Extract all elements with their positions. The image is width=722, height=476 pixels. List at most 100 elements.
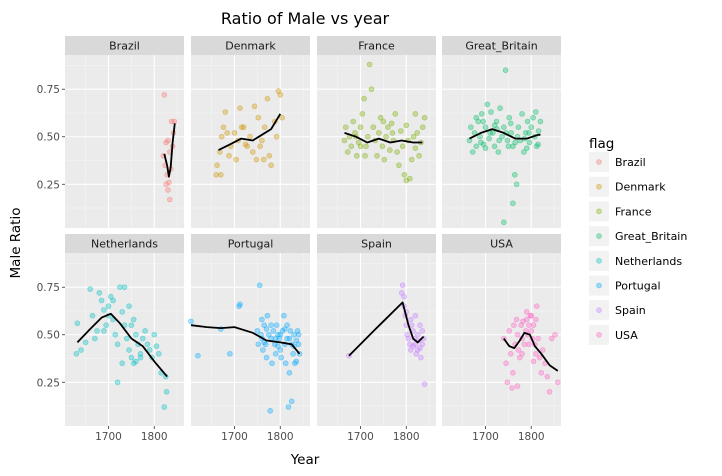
data-point [101,328,107,334]
data-point [530,358,537,365]
data-point [137,354,144,361]
data-point [78,347,84,353]
data-point [530,114,536,121]
data-point [195,352,201,359]
legend-label: France [615,205,652,218]
data-point [473,143,480,150]
data-point [526,130,532,136]
legend-label: Portugal [615,280,661,293]
legend-key [589,152,609,172]
data-point [394,149,400,155]
data-point [112,331,119,338]
data-point [532,109,539,115]
legend: flag Brazil Denmark France Great_Britain Net… [589,136,687,345]
y-tick-label: 0.25 [37,377,60,389]
data-point [94,328,100,334]
data-point [526,139,533,146]
y-tick-label: 0.25 [37,179,60,191]
data-point [256,282,263,289]
data-point [119,309,125,315]
data-point [224,130,230,136]
data-point [521,149,527,155]
data-point [508,130,514,136]
data-point [500,124,507,130]
strip-france [317,36,436,55]
data-point [535,141,541,148]
data-point [417,322,423,329]
panel-denmark: Denmark [191,36,310,228]
data-point [537,118,544,125]
data-point [504,379,511,386]
data-point [544,373,551,380]
strip-label-portugal: Portugal [228,238,274,251]
data-point [264,312,271,319]
data-point [466,137,473,144]
data-point [533,303,540,310]
data-point [266,153,273,159]
data-point [412,312,419,319]
data-point [480,118,487,125]
data-point [121,284,128,291]
data-point [163,388,170,395]
data-point [290,350,296,357]
data-point [504,137,511,144]
data-point [421,114,428,121]
data-point [188,318,194,325]
data-point [286,369,293,376]
data-point [161,404,168,410]
data-point [268,322,274,329]
data-point [353,153,360,159]
data-point [495,149,502,155]
trend-line-netherlands [76,312,168,378]
legend-swatch [596,257,602,264]
data-point [128,322,135,329]
legend-swatch [596,307,602,314]
data-point [284,322,290,329]
legend-key [589,250,609,271]
data-point [348,143,355,150]
data-point [92,335,98,342]
data-point [74,320,81,327]
data-point [350,118,357,125]
legend-swatch [596,183,602,190]
strip-usa [442,234,561,253]
legend-item-spain: Spain [589,300,646,321]
data-point [260,156,267,163]
plot-background [317,55,436,228]
data-point [359,111,366,117]
legend-label: USA [615,329,638,342]
data-point [532,316,539,323]
data-point [114,341,121,348]
data-point [467,124,474,130]
data-point [293,358,300,365]
data-point [524,118,531,125]
data-point [403,122,410,129]
data-point [264,95,271,102]
trend-line-spain [348,301,425,357]
data-point [528,312,535,319]
data-point [166,179,172,186]
data-point [502,67,509,73]
data-point [383,133,389,140]
data-point [513,181,520,188]
data-point [512,139,519,146]
data-point [469,149,476,155]
data-point [535,335,541,342]
strip-label-france: France [358,40,395,53]
legend-items: Brazil Denmark France Great_Britain Netherla… [589,152,687,345]
data-point [526,341,532,348]
data-point [227,350,233,357]
strip-spain [317,234,436,253]
data-point [151,331,158,338]
data-point [399,143,406,150]
data-point [401,293,407,300]
data-point [418,354,424,361]
data-point [478,111,485,117]
trend-line-brazil [163,123,176,178]
data-point [554,379,561,386]
x-tick-label: 1800 [267,431,294,443]
data-point [412,145,419,151]
data-point [269,360,275,367]
data-point [103,322,109,329]
